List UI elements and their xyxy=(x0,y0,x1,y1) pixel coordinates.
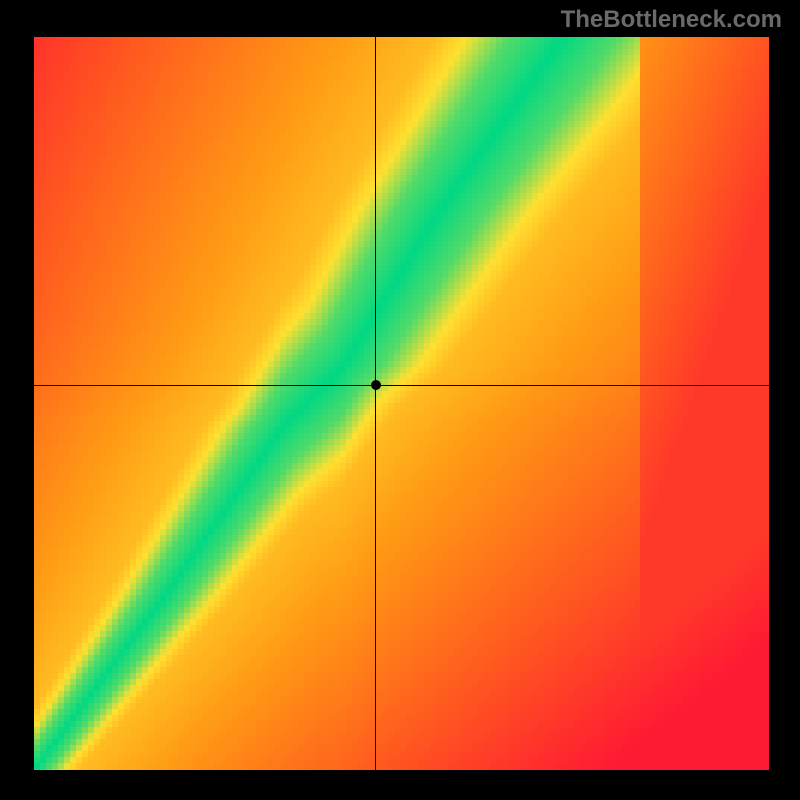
watermark-text: TheBottleneck.com xyxy=(561,6,782,34)
root: TheBottleneck.com xyxy=(0,0,800,800)
heatmap-plot xyxy=(34,37,769,770)
crosshair-marker xyxy=(371,380,381,390)
heatmap-canvas xyxy=(34,37,769,770)
crosshair-vertical xyxy=(375,37,376,770)
crosshair-horizontal xyxy=(34,385,769,386)
